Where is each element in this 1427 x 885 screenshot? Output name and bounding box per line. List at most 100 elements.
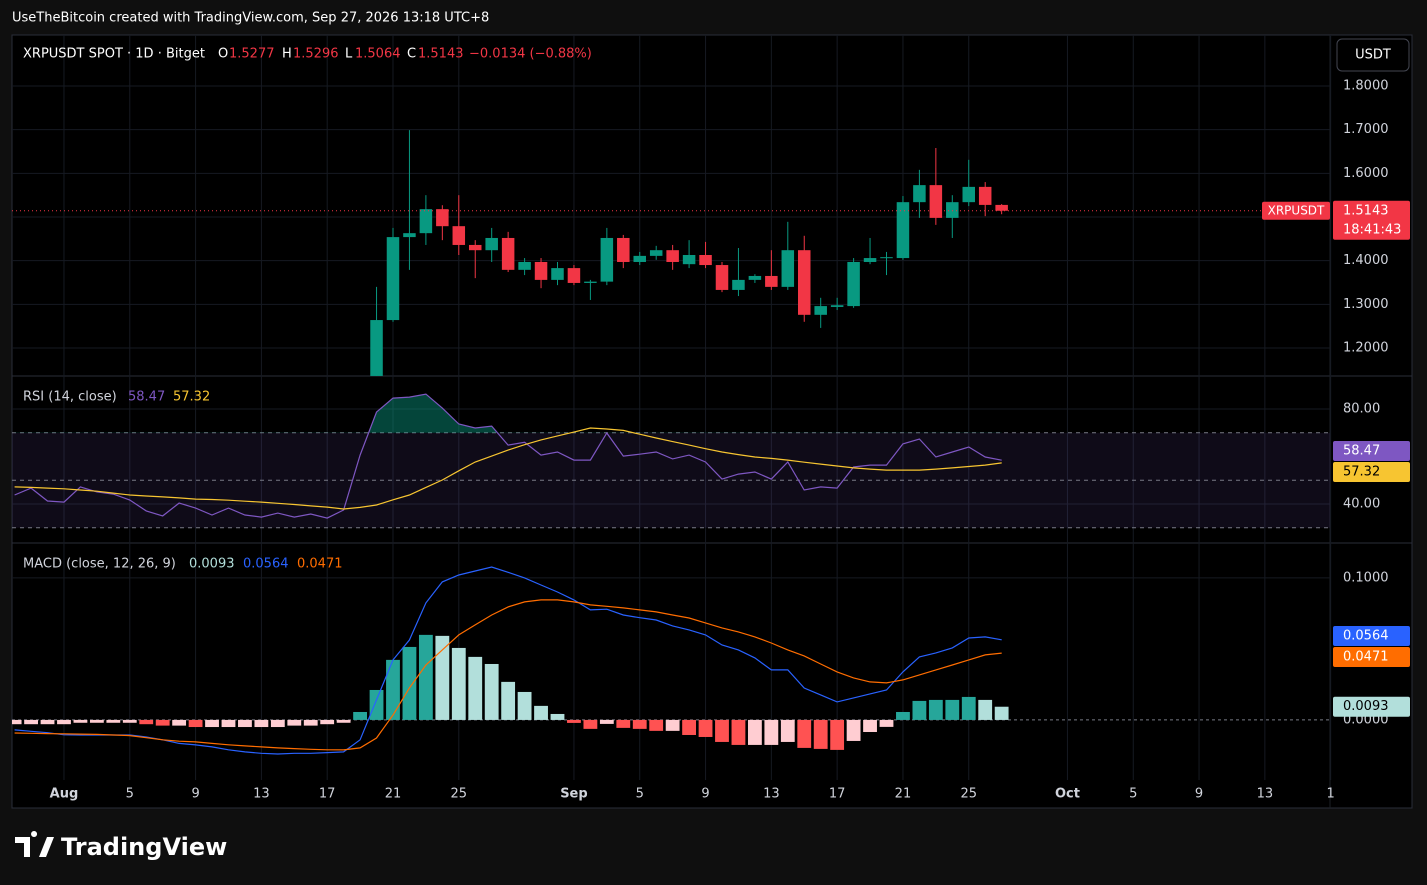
signal-value-box (1333, 646, 1410, 667)
histogram-bar (928, 699, 943, 720)
ohlc-value: 1.5143 (418, 47, 464, 62)
histogram-bar (912, 700, 927, 720)
symbol-tag-box (1262, 201, 1330, 220)
y-tick-label: 1.8000 (1343, 79, 1389, 94)
symbol-title: XRPUSDT SPOT · 1D · Bitget (23, 47, 205, 62)
x-tick-label: 25 (960, 787, 977, 802)
candle-body (913, 185, 926, 203)
x-tick-label: 13 (763, 787, 780, 802)
histogram-bar (369, 689, 384, 720)
histogram-bar (336, 719, 351, 723)
candle-body (715, 265, 729, 290)
grid (12, 35, 1332, 780)
histogram-bar (534, 705, 548, 720)
change-label: −0.0134 (−0.88%) (469, 47, 592, 62)
axes: Aug 5 9 13 17 21 25 Sep 5 9 13 17 21 25 Oct 5 9 13 1 1.2000… (50, 79, 1410, 802)
histogram-bar (616, 719, 631, 728)
histogram-bar (451, 647, 466, 720)
candle-body (929, 185, 943, 218)
candle-body (551, 268, 564, 280)
candle-body (600, 237, 614, 282)
brand-logo: TradingView (15, 831, 227, 861)
histogram-bar (270, 719, 285, 728)
histogram-bar (122, 719, 137, 723)
macd-pane (12, 566, 1009, 755)
candle-body (830, 305, 844, 307)
rsi-ma-value-label: 57.32 (1343, 465, 1380, 480)
histogram-bar (402, 646, 417, 720)
y-tick-label: 40.00 (1343, 497, 1380, 512)
histogram-bar (435, 635, 450, 720)
rsi-title: RSI (14, close) (23, 390, 117, 405)
candle-body (649, 250, 663, 256)
countdown: 18:41:43 (1343, 222, 1401, 237)
x-tick-label: 1 (1327, 787, 1335, 802)
y-tick-label: 1.7000 (1343, 122, 1389, 137)
currency-button[interactable] (1336, 38, 1410, 72)
x-tick-label: Aug (50, 787, 79, 802)
candle-body (485, 237, 498, 251)
macd-line (14, 566, 1002, 755)
histogram-bar (89, 719, 104, 723)
histogram-bar (155, 719, 170, 726)
x-tick-label: 13 (1257, 787, 1274, 802)
ohlc-value: 1.5064 (355, 47, 401, 62)
candle-body (765, 275, 778, 287)
histogram-bar (40, 719, 55, 725)
candle-body (896, 202, 910, 259)
candle-body (995, 204, 1008, 211)
histogram-bar (896, 711, 910, 720)
y-tick-label: 1.3000 (1343, 297, 1389, 312)
histogram-bar (978, 699, 993, 720)
y-tick-label: 1.2000 (1343, 341, 1389, 356)
histogram-bar (846, 719, 861, 741)
histogram-bar (57, 719, 71, 725)
last-price-box (1333, 200, 1410, 240)
candle-body (682, 254, 696, 265)
histogram-bar (550, 713, 565, 720)
histogram-bar (649, 719, 664, 731)
histogram-bar (780, 719, 795, 742)
histogram-bar (879, 719, 894, 727)
histogram-bar (221, 719, 236, 728)
rsi-legend-value: 58.47 (128, 390, 165, 405)
candle-body (436, 209, 449, 227)
logo-icon (15, 831, 54, 857)
rsi-line (14, 427, 1002, 510)
histogram-bar (24, 719, 38, 725)
histogram-bar (698, 719, 713, 737)
histogram-bar (12, 719, 22, 725)
y-tick-label: 0.1000 (1343, 570, 1389, 585)
x-tick-label: Oct (1055, 787, 1080, 802)
histogram-bar (501, 681, 516, 720)
histogram-bar (599, 719, 614, 724)
rsi-value-box (1333, 441, 1410, 462)
histogram-bar (994, 706, 1009, 720)
candle-body (419, 209, 433, 234)
y-tick-label: 1.6000 (1343, 166, 1389, 181)
histogram-bar (73, 719, 88, 723)
candle-body (946, 202, 959, 218)
candle-body (781, 250, 795, 287)
hist-value-box (1333, 696, 1410, 717)
rsi-ma-legend-value: 57.32 (173, 390, 210, 405)
candle-body (666, 250, 679, 262)
symbol-tag: XRPUSDT (1268, 203, 1325, 217)
histogram-bar (764, 719, 779, 745)
currency-label[interactable]: USDT (1355, 48, 1391, 63)
x-tick-label: 5 (636, 787, 644, 802)
histogram-bar (418, 634, 433, 720)
histogram-bar (139, 719, 154, 725)
histogram-bar (731, 719, 746, 745)
ohlc-letter: H (282, 47, 292, 62)
candle-body (748, 275, 762, 280)
candle-body (699, 254, 712, 266)
macd-title: MACD (close, 12, 26, 9) (23, 557, 176, 572)
ohlc-letter: L (345, 47, 353, 62)
histogram-bar (863, 719, 877, 733)
candle-body (978, 186, 992, 205)
candle-body (880, 257, 893, 259)
x-tick-label: 5 (126, 787, 134, 802)
ohlc-letter: O (218, 47, 228, 62)
